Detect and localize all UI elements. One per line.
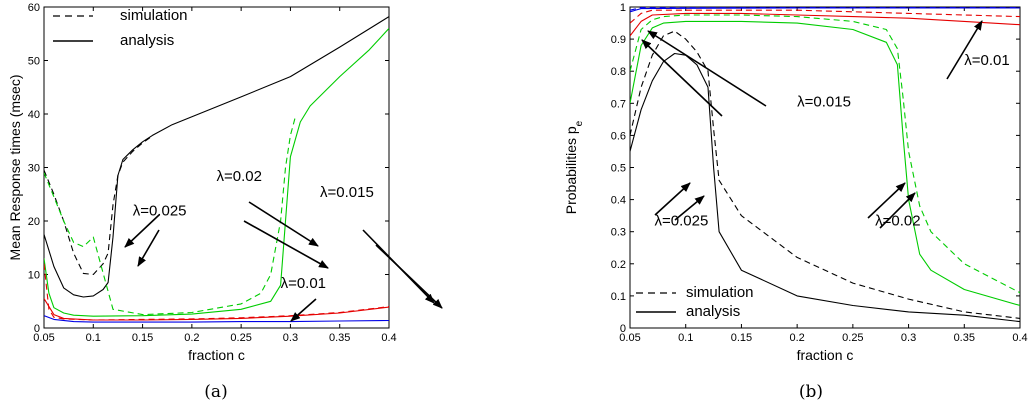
x-tick-label: 0.35 (329, 332, 350, 344)
annotation-label: λ=0.02 (875, 212, 920, 229)
x-tick-label: 0.05 (619, 332, 640, 344)
series-line-blue-solid (630, 7, 1020, 13)
y-tick-label: 40 (28, 109, 40, 121)
annotation-arrow (946, 20, 983, 80)
y-tick-label: 1 (620, 2, 626, 14)
subfigure-label: (b) (799, 382, 823, 402)
y-axis-label: Probabilities pe (563, 120, 585, 214)
subfigure-label: (a) (204, 382, 227, 402)
annotation-label: λ=0.01 (281, 275, 326, 292)
series-line-red-dashed (630, 9, 1020, 24)
series-line-red-solid (630, 12, 1020, 37)
series-group (44, 16, 389, 323)
y-tick-label: 0.4 (611, 195, 626, 207)
y-axis-label-text: Mean Response times (msec) (7, 75, 23, 261)
y-tick-label: 0.7 (611, 98, 626, 110)
series-line-black-dashed (630, 30, 1020, 319)
x-tick-label: 0.15 (132, 332, 153, 344)
annotation-label: λ=0.015 (797, 94, 851, 111)
y-tick-label: 20 (28, 216, 40, 228)
legend-label-simulation: simulation (686, 284, 754, 301)
annotation-arrow (647, 30, 767, 107)
y-axis-label: Mean Response times (msec) (7, 75, 23, 261)
x-tick-label: 0.1 (678, 332, 693, 344)
series-line-blue-solid (44, 315, 389, 323)
x-tick-label: 0.35 (954, 332, 975, 344)
series-line-black-solid (630, 52, 1020, 323)
x-axis-label: fraction c (797, 347, 854, 363)
annotation-arrow (654, 182, 691, 216)
chart-panel-b: 0.05 0.1 0.15 0.2 0.25 0.3 0.35 0.4 0 0.1 0.2 0.3 0.… (563, 2, 1028, 402)
series-group (630, 7, 1020, 323)
annotation-label: λ=0.01 (964, 52, 1009, 69)
annotation-arrow (674, 195, 705, 221)
y-tick-label: 0 (34, 323, 40, 335)
annotation-arrow (124, 214, 160, 248)
y-tick-label: 0.2 (611, 259, 626, 271)
series-line-green-dashed (44, 116, 296, 316)
y-axis-label-subscript: e (574, 120, 585, 126)
y-tick-label: 10 (28, 270, 40, 282)
series-line-black-solid (44, 16, 389, 298)
legend-label-simulation: simulation (120, 7, 188, 24)
legend-label-analysis: analysis (120, 32, 174, 49)
annotation-label: λ=0.015 (320, 184, 374, 201)
x-tick-label: 0.2 (184, 332, 199, 344)
y-tick-label: 0.6 (611, 130, 626, 142)
y-tick-label: 30 (28, 163, 40, 175)
series-line-blue-dashed (630, 7, 1020, 11)
annotation-label: λ=0.025 (655, 212, 709, 229)
series-line-green-dashed (630, 14, 1020, 294)
x-tick-label: 0.4 (1012, 332, 1027, 344)
series-line-red-solid (44, 298, 389, 321)
y-tick-label: 0.5 (611, 163, 626, 175)
y-tick-label: 0.3 (611, 227, 626, 239)
y-tick-label: 0 (620, 323, 626, 335)
chart-panel-a: 0.05 0.1 0.15 0.2 0.25 0.3 0.35 0.4 0 10 20 30 40 50 6… (7, 2, 443, 402)
series-line-red-dashed (44, 263, 389, 321)
x-tick-label: 0.3 (901, 332, 916, 344)
x-tick-label: 0.25 (842, 332, 863, 344)
x-tick-label: 0.3 (283, 332, 298, 344)
annotation-arrow (375, 244, 443, 309)
y-tick-label: 0.8 (611, 66, 626, 78)
annotation-arrow (867, 182, 906, 219)
annotation-arrow (290, 298, 317, 322)
x-axis-label: fraction c (188, 347, 245, 363)
y-tick-label: 60 (28, 2, 40, 14)
annotation-label: λ=0.025 (133, 203, 187, 220)
annotation-label: λ=0.02 (217, 168, 262, 185)
y-tick-label: 0.1 (611, 291, 626, 303)
x-tick-label: 0.1 (86, 332, 101, 344)
y-tick-label: 0.9 (611, 34, 626, 46)
y-axis-label-text: Probabilities p (563, 126, 579, 214)
annotation-arrow (248, 201, 319, 247)
annotation-arrow (641, 39, 723, 117)
legend-label-analysis: analysis (686, 303, 740, 320)
series-line-green-solid (630, 20, 1020, 307)
x-tick-label: 0.25 (230, 332, 251, 344)
x-tick-label: 0.2 (789, 332, 804, 344)
annotation-arrow (137, 229, 160, 267)
x-tick-label: 0.05 (33, 332, 54, 344)
series-line-black-dashed (44, 135, 153, 276)
series-line-green-solid (44, 28, 389, 317)
y-tick-label: 50 (28, 56, 40, 68)
annotation-arrow (243, 220, 329, 269)
x-tick-label: 0.4 (381, 332, 396, 344)
annotation-arrow (879, 192, 916, 229)
x-tick-label: 0.15 (731, 332, 752, 344)
